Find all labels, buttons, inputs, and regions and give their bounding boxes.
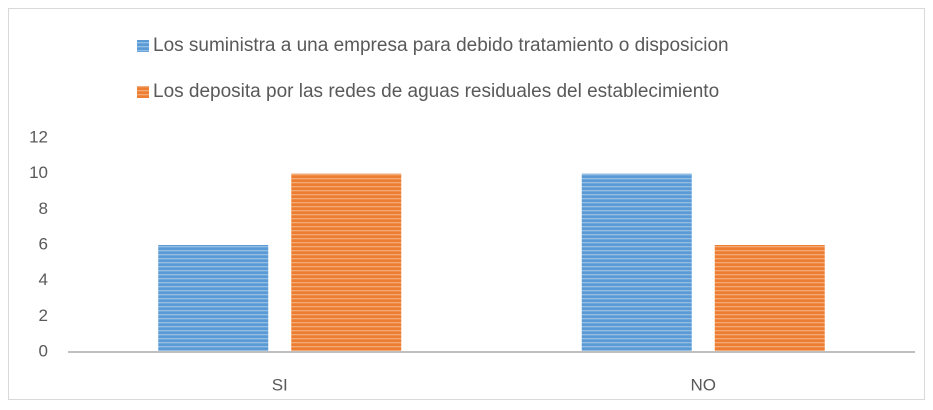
bar — [158, 245, 269, 352]
y-tick-label: 12 — [29, 127, 48, 146]
x-tick-label: NO — [691, 375, 717, 394]
y-tick-label: 6 — [39, 234, 48, 253]
legend-label: Los deposita por las redes de aguas resi… — [153, 81, 719, 102]
y-tick-label: 8 — [39, 199, 48, 218]
x-tick-label: SI — [272, 375, 288, 394]
bar — [714, 245, 825, 352]
legend-label: Los suministra a una empresa para debido… — [153, 35, 729, 56]
y-tick-label: 0 — [39, 341, 48, 360]
y-tick-label: 2 — [39, 306, 48, 325]
y-tick-label: 10 — [29, 163, 48, 182]
legend-swatch — [137, 86, 149, 98]
bar — [581, 173, 692, 352]
bar — [291, 173, 402, 352]
legend-swatch — [137, 40, 149, 52]
y-tick-label: 4 — [39, 270, 48, 289]
